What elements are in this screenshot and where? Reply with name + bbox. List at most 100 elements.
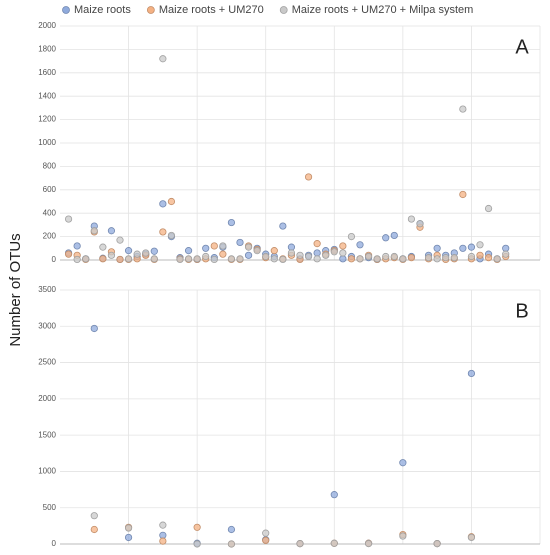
point [202, 244, 210, 252]
point [236, 238, 244, 247]
point [287, 249, 296, 257]
point [322, 251, 330, 259]
point [347, 233, 356, 241]
legend-label: Maize roots + UM270 [159, 4, 264, 16]
point [90, 227, 98, 235]
point [244, 243, 253, 251]
point [176, 255, 184, 264]
y-axis-label: Number of OTUs [7, 233, 24, 346]
point [107, 251, 116, 259]
panel-label: B [515, 300, 528, 322]
point [364, 540, 373, 548]
point [227, 255, 236, 263]
y-tick-label: 600 [43, 185, 57, 194]
point [202, 252, 210, 261]
point [193, 255, 201, 263]
point [167, 197, 176, 206]
point [150, 247, 158, 255]
point [279, 222, 287, 230]
point [313, 240, 321, 248]
point [442, 254, 450, 262]
point [227, 525, 236, 534]
point [124, 247, 133, 255]
point [107, 227, 116, 235]
point [433, 255, 441, 263]
y-tick-label: 500 [43, 503, 57, 512]
point [399, 255, 407, 263]
point [124, 255, 133, 263]
point [219, 250, 227, 258]
point [347, 255, 356, 263]
point [159, 521, 167, 529]
point [262, 529, 270, 537]
point [159, 55, 167, 63]
point [450, 254, 458, 262]
y-tick-label: 1600 [38, 68, 56, 77]
y-tick-label: 1000 [38, 467, 56, 476]
point [476, 241, 484, 249]
point [339, 249, 347, 257]
point [227, 218, 236, 227]
point [73, 255, 81, 264]
point [364, 252, 373, 261]
point [382, 252, 390, 261]
y-tick-label: 200 [43, 232, 57, 241]
point [296, 251, 304, 259]
point [330, 539, 338, 547]
point [116, 236, 124, 244]
point [416, 220, 424, 228]
point [493, 255, 501, 263]
point [502, 250, 510, 258]
point [90, 512, 98, 520]
legend-swatch [146, 6, 155, 14]
point [373, 255, 381, 263]
point [184, 247, 193, 255]
point [99, 243, 107, 251]
point [407, 254, 416, 262]
point [459, 190, 467, 199]
point [262, 252, 270, 261]
y-tick-label: 2000 [38, 394, 56, 403]
point [287, 243, 296, 251]
panel-label: A [515, 36, 529, 58]
point [244, 251, 253, 259]
point [330, 491, 338, 499]
y-tick-label: 800 [43, 162, 57, 171]
point [193, 540, 201, 548]
point [236, 255, 244, 263]
point [133, 250, 141, 258]
point [356, 255, 364, 263]
point [407, 215, 416, 223]
y-tick-label: 3000 [38, 321, 56, 330]
point [193, 523, 201, 531]
point [424, 254, 433, 262]
y-tick-label: 1800 [38, 45, 56, 54]
point [116, 255, 124, 264]
point [279, 255, 287, 264]
point [253, 247, 261, 255]
y-tick-label: 3500 [38, 285, 56, 294]
point [313, 249, 321, 257]
point [90, 525, 98, 534]
point [124, 524, 133, 532]
y-tick-label: 0 [52, 255, 57, 264]
point [142, 249, 150, 257]
point [476, 251, 484, 259]
point [304, 173, 313, 181]
point [90, 324, 98, 333]
point [227, 540, 236, 548]
point [459, 244, 467, 252]
point [467, 533, 476, 542]
point [399, 459, 407, 467]
point [124, 533, 133, 542]
legend-swatch [279, 6, 288, 14]
point [159, 228, 167, 236]
point [502, 244, 510, 252]
point [390, 252, 398, 261]
point [210, 255, 218, 264]
y-tick-label: 2000 [38, 21, 56, 30]
point [467, 243, 476, 251]
point [167, 231, 176, 240]
point [184, 255, 193, 263]
point [219, 242, 227, 250]
